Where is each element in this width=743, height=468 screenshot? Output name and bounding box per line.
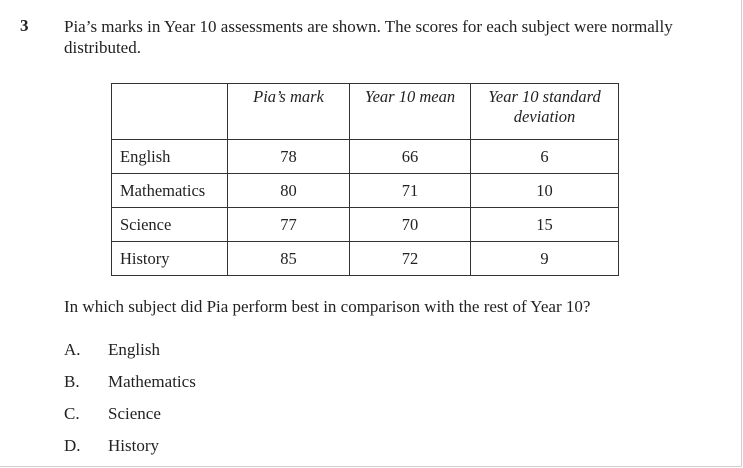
subject-cell: Science — [111, 207, 228, 242]
table-row: English 78 66 6 — [111, 139, 619, 174]
sd-cell: 6 — [470, 139, 619, 174]
option-letter: D. — [64, 436, 81, 455]
option-d[interactable]: D. History — [64, 436, 159, 456]
option-letter: C. — [64, 404, 80, 423]
mean-cell: 72 — [349, 241, 471, 276]
option-text: English — [108, 340, 160, 359]
option-text: History — [108, 436, 159, 455]
mark-cell: 78 — [227, 139, 350, 174]
header-year10-mean: Year 10 mean — [349, 83, 471, 140]
header-blank — [111, 83, 228, 140]
question-prompt: In which subject did Pia perform best in… — [64, 297, 591, 316]
mean-cell: 66 — [349, 139, 471, 174]
sd-cell: 15 — [470, 207, 619, 242]
marks-table: Pia’s mark Year 10 mean Year 10 standard… — [111, 83, 619, 276]
option-letter: A. — [64, 340, 81, 359]
mean-cell: 70 — [349, 207, 471, 242]
sd-cell: 10 — [470, 173, 619, 208]
subject-cell: History — [111, 241, 228, 276]
header-pias-mark: Pia’s mark — [227, 83, 350, 140]
option-text: Science — [108, 404, 161, 423]
question-stem: Pia’s marks in Year 10 assessments are s… — [64, 17, 673, 57]
mark-cell: 80 — [227, 173, 350, 208]
table-row: Science 77 70 15 — [111, 207, 619, 242]
option-letter: B. — [64, 372, 80, 391]
subject-cell: Mathematics — [111, 173, 228, 208]
mark-cell: 77 — [227, 207, 350, 242]
question-number: 3 — [20, 16, 29, 35]
table-row: Mathematics 80 71 10 — [111, 173, 619, 208]
option-b[interactable]: B. Mathematics — [64, 372, 196, 392]
mean-cell: 71 — [349, 173, 471, 208]
option-a[interactable]: A. English — [64, 340, 160, 360]
subject-cell: English — [111, 139, 228, 174]
header-year10-sd: Year 10 standard deviation — [470, 83, 619, 140]
option-c[interactable]: C. Science — [64, 404, 161, 424]
sd-cell: 9 — [470, 241, 619, 276]
mark-cell: 85 — [227, 241, 350, 276]
option-text: Mathematics — [108, 372, 196, 391]
table-row: History 85 72 9 — [111, 241, 619, 276]
table-header-row: Pia’s mark Year 10 mean Year 10 standard… — [111, 83, 619, 140]
